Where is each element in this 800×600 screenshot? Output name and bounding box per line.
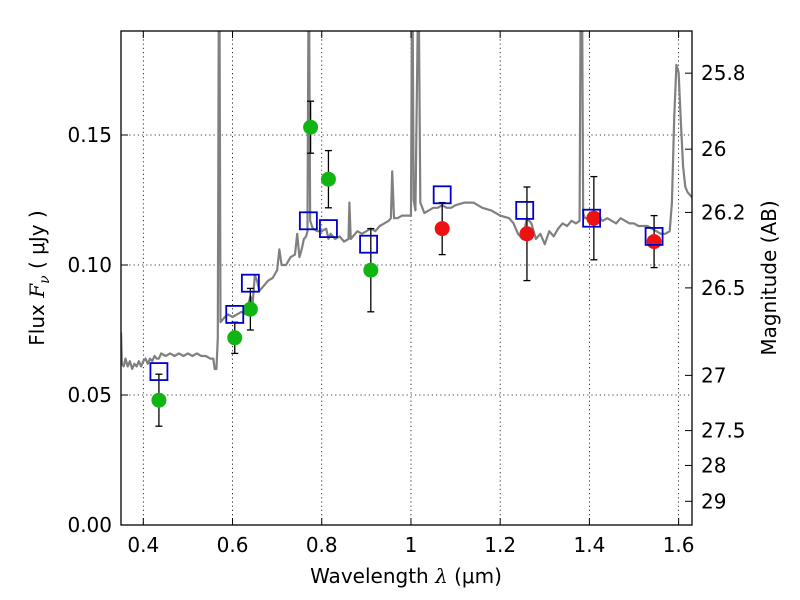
model-flux-square xyxy=(644,226,664,246)
model-flux-square xyxy=(582,208,602,228)
y-tick-label: 0.15 xyxy=(67,123,112,147)
green-point xyxy=(363,262,379,278)
y2-tick-label: 27.5 xyxy=(701,419,746,443)
green-point xyxy=(227,330,243,346)
x-tick-label: 1.2 xyxy=(484,533,516,557)
green-point xyxy=(151,392,167,408)
x-axis-title: Wavelength λ (μm) xyxy=(310,564,502,588)
model-flux-square xyxy=(515,200,535,220)
red-point xyxy=(646,234,662,250)
y2-tick-label: 28 xyxy=(701,453,726,477)
y2-tick-label: 29 xyxy=(701,489,726,513)
x-tick-label: 1 xyxy=(405,533,418,557)
red-point xyxy=(586,210,602,226)
y-axis-title: Flux Fν ( μJy ) xyxy=(25,210,53,345)
y2-axis-title: Magnitude (AB) xyxy=(757,200,781,355)
grid-lines xyxy=(121,31,692,525)
x-tick-label: 0.6 xyxy=(217,533,249,557)
plot-frame xyxy=(120,30,693,526)
x-tick-label: 0.8 xyxy=(306,533,338,557)
y-axis-title-symbol: F xyxy=(25,283,49,299)
x-tick-label: 1.6 xyxy=(663,533,695,557)
y-tick-label: 0.00 xyxy=(67,513,112,537)
green-point xyxy=(242,301,258,317)
x-tick-label: 0.4 xyxy=(127,533,159,557)
y-axis-title-prefix: Flux xyxy=(25,298,49,346)
model-flux-square xyxy=(298,211,318,231)
plot-background xyxy=(121,31,692,525)
y-axis-title-subscript: ν xyxy=(37,275,53,284)
y-axis-title-unit: ( μJy ) xyxy=(25,210,49,275)
y2-tick-label: 26.2 xyxy=(701,200,746,224)
red-point xyxy=(519,226,535,242)
y-tick-label: 0.10 xyxy=(67,253,112,277)
x-axis-title-symbol: λ xyxy=(434,564,448,588)
model-flux-square xyxy=(240,273,260,293)
model-flux-square xyxy=(225,304,245,324)
green-point xyxy=(320,171,336,187)
model-flux-square xyxy=(359,234,378,254)
y-tick-label: 0.05 xyxy=(67,383,112,407)
y2-tick-label: 26 xyxy=(701,137,726,161)
x-axis-title-unit: (μm) xyxy=(448,564,502,588)
red-point xyxy=(434,221,450,237)
x-tick-label: 1.4 xyxy=(573,533,605,557)
green-point xyxy=(303,119,319,135)
y2-tick-label: 25.8 xyxy=(701,61,746,85)
x-axis-title-prefix: Wavelength xyxy=(310,564,435,588)
model-flux-square xyxy=(149,362,169,382)
y2-tick-label: 27 xyxy=(701,363,726,387)
model-flux-square xyxy=(319,219,338,239)
y2-tick-label: 26.5 xyxy=(701,276,746,300)
data-markers xyxy=(149,100,664,427)
model-flux-square xyxy=(432,185,452,205)
axis-ticks: 0.00 0.05 0.10 0.15 0.4 0.6 0.8 1 1.2 1.4 1.6 25.8 2… xyxy=(67,31,746,557)
